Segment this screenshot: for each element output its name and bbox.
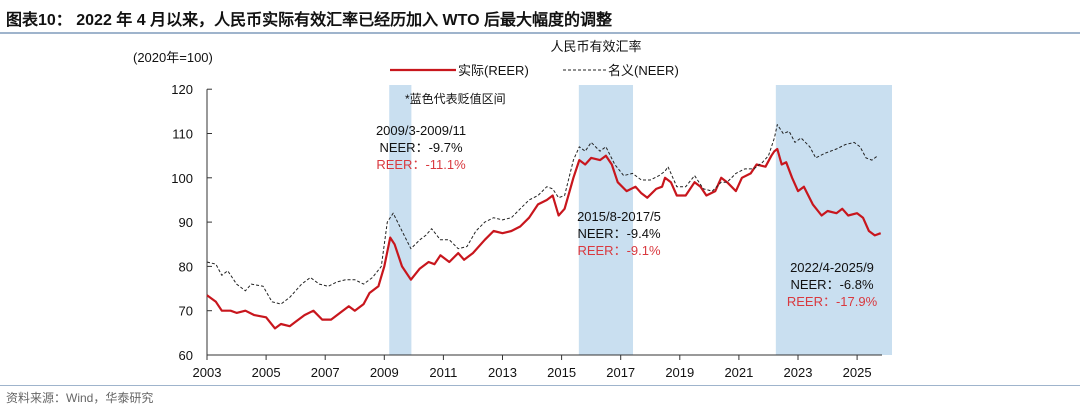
- period-neer-change: NEER：-9.4%: [577, 226, 661, 241]
- depreciation-period-shade: [775, 85, 892, 355]
- period-reer-change: REER：-17.9%: [787, 294, 878, 309]
- period-neer-change: NEER：-6.8%: [790, 277, 874, 292]
- source-note: 资料来源：Wind，华泰研究: [6, 391, 154, 405]
- y-tick-label: 70: [179, 304, 193, 319]
- unit-label: (2020年=100): [133, 50, 213, 65]
- period-reer-change: REER：-9.1%: [577, 243, 661, 258]
- x-tick-label: 2021: [724, 365, 753, 380]
- x-tick-label: 2015: [547, 365, 576, 380]
- legend-label-reer: 实际(REER): [458, 63, 529, 78]
- x-tick-label: 2023: [784, 365, 813, 380]
- figure-title: 图表10： 2022 年 4 月以来，人民币实际有效汇率已经历加入 WTO 后最…: [6, 12, 612, 29]
- y-tick-label: 90: [179, 215, 193, 230]
- x-tick-label: 2011: [429, 365, 457, 380]
- x-tick-label: 2009: [370, 365, 399, 380]
- x-tick-label: 2013: [488, 365, 517, 380]
- legend-label-neer: 名义(NEER): [608, 63, 679, 78]
- x-tick-label: 2007: [311, 365, 340, 380]
- period-label: 2015/8-2017/5: [577, 209, 661, 224]
- period-label: 2009/3-2009/11: [376, 123, 466, 138]
- x-tick-label: 2025: [843, 365, 872, 380]
- reer-line: [206, 147, 882, 330]
- title-divider: [0, 32, 1080, 34]
- period-label: 2022/4-2025/9: [790, 260, 874, 275]
- x-tick-label: 2019: [665, 365, 694, 380]
- depreciation-period-shade: [389, 85, 412, 355]
- period-neer-change: NEER：-9.7%: [379, 140, 463, 155]
- depreciation-period-shade: [578, 85, 634, 355]
- y-tick-label: 80: [179, 259, 193, 274]
- legend-title: 人民币有效汇率: [550, 39, 641, 54]
- period-reer-change: REER：-11.1%: [376, 157, 466, 172]
- shade-note: *蓝色代表贬值区间: [405, 91, 506, 106]
- x-tick-label: 2005: [252, 365, 281, 380]
- y-tick-label: 100: [171, 171, 193, 186]
- y-tick-label: 120: [171, 82, 193, 97]
- y-tick-label: 110: [172, 127, 193, 142]
- x-tick-label: 2003: [193, 365, 222, 380]
- x-tick-label: 2017: [606, 365, 635, 380]
- neer-line: [206, 124, 879, 305]
- y-tick-label: 60: [179, 348, 193, 363]
- source-divider: [0, 385, 1080, 386]
